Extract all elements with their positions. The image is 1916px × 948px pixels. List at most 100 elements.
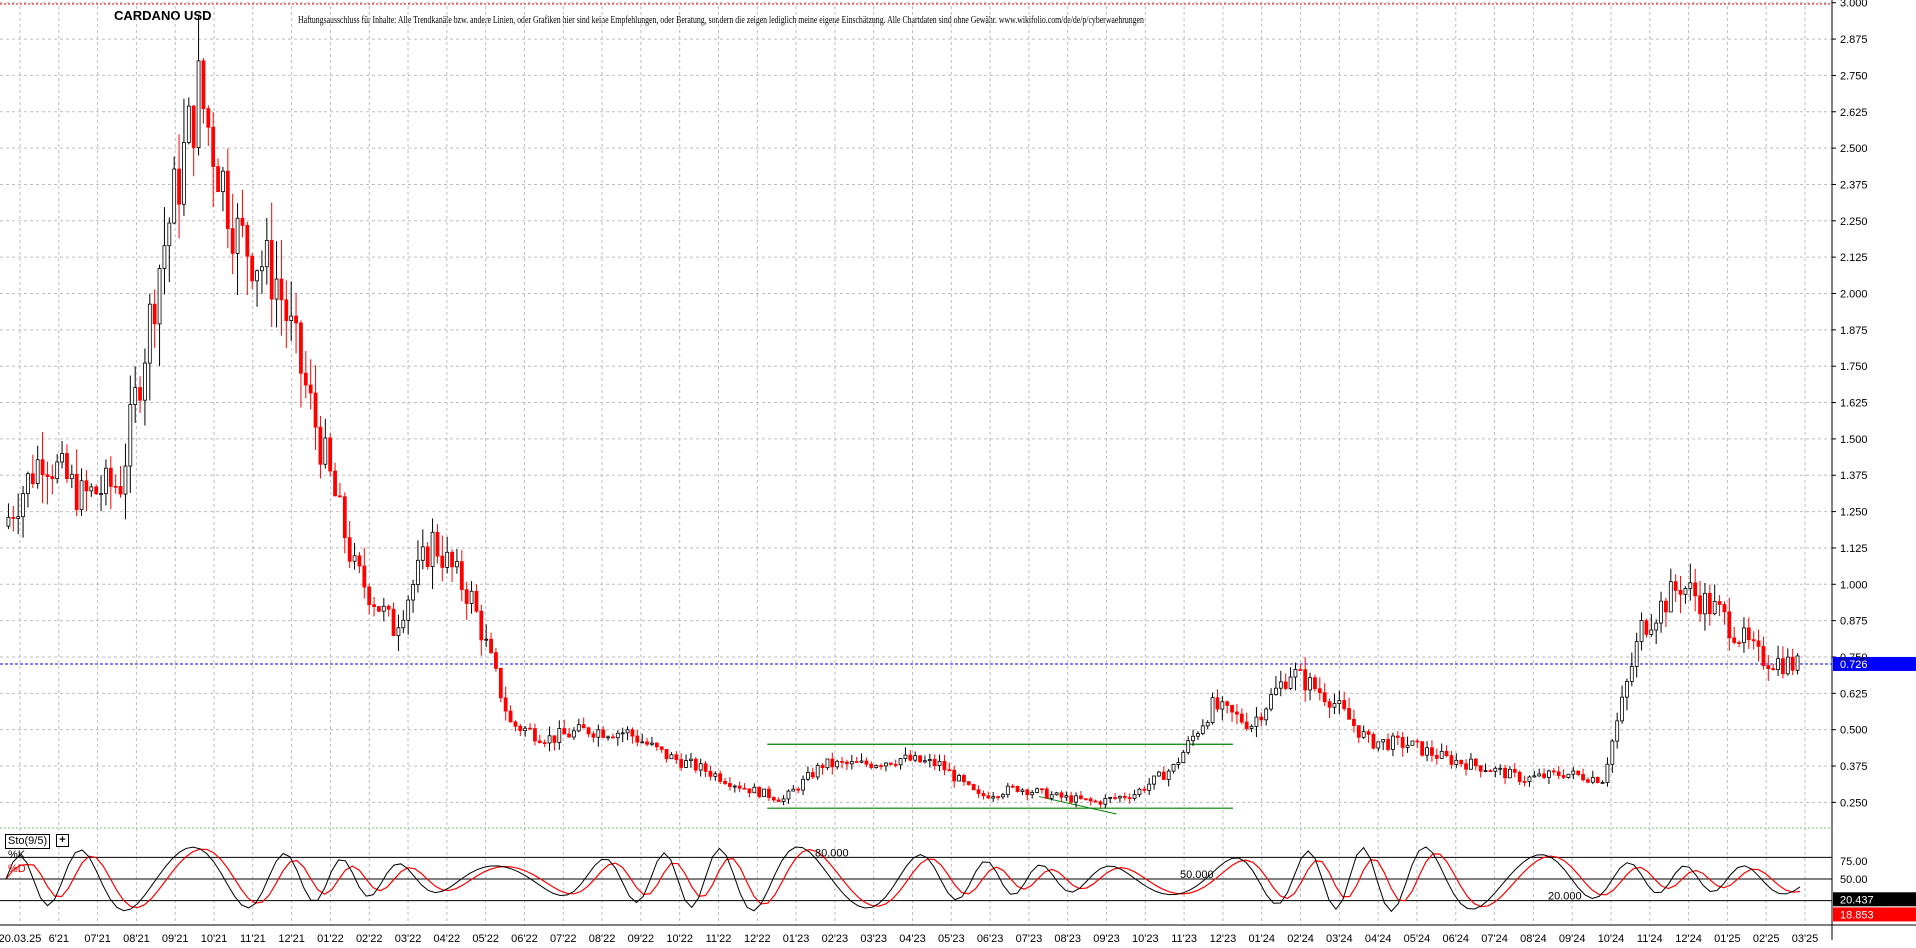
- candle-body: [342, 496, 347, 539]
- candle-body: [1147, 783, 1152, 791]
- candle-body: [99, 493, 103, 495]
- candle-body: [947, 769, 952, 772]
- x-tick-label: 06'23: [977, 933, 1004, 945]
- candle-body: [279, 278, 284, 301]
- candle-body: [1693, 582, 1698, 597]
- candle-body: [89, 486, 94, 492]
- candle-body: [1005, 785, 1010, 796]
- candle-body: [1551, 770, 1556, 773]
- candle-body: [1171, 763, 1176, 772]
- candle-body: [1425, 747, 1429, 756]
- candle-body: [430, 531, 435, 567]
- candle-body: [874, 765, 879, 768]
- candle-body: [1644, 620, 1649, 635]
- candle-body: [21, 493, 25, 518]
- candle-body: [927, 759, 932, 762]
- x-tick-label: 10'22: [666, 933, 693, 945]
- candle-body: [1649, 629, 1654, 635]
- candle-body: [1605, 763, 1610, 783]
- x-tick-label: 12'21: [278, 933, 305, 945]
- candle-body: [1610, 740, 1615, 765]
- disclaimer-text: Haftungsausschluss für Inhalte: Alle Tre…: [298, 15, 1144, 26]
- candle-body: [406, 599, 411, 621]
- candle-body: [1342, 700, 1347, 709]
- candle-body: [1785, 656, 1790, 675]
- y-tick-label: 3.000: [1840, 0, 1868, 10]
- candle-body: [591, 733, 596, 738]
- x-tick-label: 07'23: [1016, 933, 1043, 945]
- x-tick-label: 11'22: [706, 933, 732, 945]
- candle-body: [1288, 676, 1293, 689]
- candle-body: [26, 473, 30, 495]
- candle-body: [810, 772, 815, 778]
- x-tick-label: 03'25: [1792, 933, 1819, 945]
- candle-body: [1108, 797, 1113, 799]
- candle-body: [1410, 740, 1415, 746]
- candle-body: [1678, 589, 1683, 595]
- candle-body: [489, 638, 493, 654]
- candle-body: [1298, 669, 1303, 671]
- candle-body: [1737, 642, 1741, 644]
- candle-body: [79, 480, 84, 511]
- candle-body: [425, 546, 430, 567]
- candle-body: [1493, 767, 1498, 772]
- candle-body: [386, 605, 391, 610]
- candle-body: [1239, 713, 1244, 723]
- x-tick-label: 04'22: [434, 933, 461, 945]
- d-legend-label: %D: [8, 863, 26, 875]
- stoch-level-label: 80.000: [815, 847, 849, 859]
- indicator-name-box[interactable]: Sto(9/5): [5, 834, 51, 849]
- candle-body: [625, 729, 630, 734]
- candle-body: [1581, 774, 1585, 781]
- candle-body: [1566, 773, 1571, 778]
- x-tick-label: 03'24: [1326, 933, 1353, 945]
- candle-body: [1020, 789, 1025, 792]
- candle-body: [1215, 697, 1220, 710]
- candle-body: [1225, 701, 1230, 706]
- candle-body: [654, 742, 659, 748]
- candle-body: [542, 742, 547, 744]
- candle-body: [1395, 735, 1400, 738]
- candle-body: [123, 465, 128, 495]
- candle-body: [177, 168, 181, 205]
- candle-body: [1761, 645, 1766, 667]
- candle-body: [260, 266, 264, 272]
- candle-body: [1620, 696, 1624, 722]
- candle-body: [469, 590, 474, 604]
- candle-body: [1244, 721, 1249, 729]
- candle-body: [1615, 720, 1620, 742]
- x-tick-label: 12'23: [1210, 933, 1237, 945]
- candle-body: [762, 788, 766, 798]
- candle-body: [1459, 759, 1464, 765]
- candle-body: [196, 60, 201, 148]
- candle-body: [245, 224, 250, 257]
- candle-body: [1478, 765, 1483, 772]
- candle-body: [113, 485, 118, 488]
- x-tick-label: 01'22: [317, 933, 344, 945]
- candle-body: [1293, 669, 1298, 678]
- candle-body: [1386, 739, 1390, 750]
- candle-body: [1517, 771, 1522, 782]
- candle-body: [1317, 688, 1322, 694]
- candle-body: [35, 459, 40, 484]
- candle-body: [1590, 776, 1595, 783]
- candle-body: [596, 729, 601, 738]
- candle-body: [1200, 725, 1205, 735]
- indicator-add-button[interactable]: +: [56, 834, 69, 847]
- y-tick-label: 2.875: [1840, 34, 1868, 46]
- candle-body: [523, 727, 528, 732]
- candle-body: [172, 168, 177, 224]
- current-price-tag: [1833, 656, 1916, 671]
- stoch-level-label: 20.000: [1548, 891, 1582, 903]
- stoch-k-line: [5, 846, 1801, 913]
- stochastic-panel: [0, 846, 1916, 922]
- candle-body: [767, 788, 771, 798]
- candle-body: [240, 217, 245, 226]
- candle-body: [864, 760, 869, 765]
- candle-body: [1186, 740, 1191, 753]
- candle-body: [971, 784, 976, 791]
- candle-body: [352, 555, 357, 562]
- candle-body: [791, 788, 796, 792]
